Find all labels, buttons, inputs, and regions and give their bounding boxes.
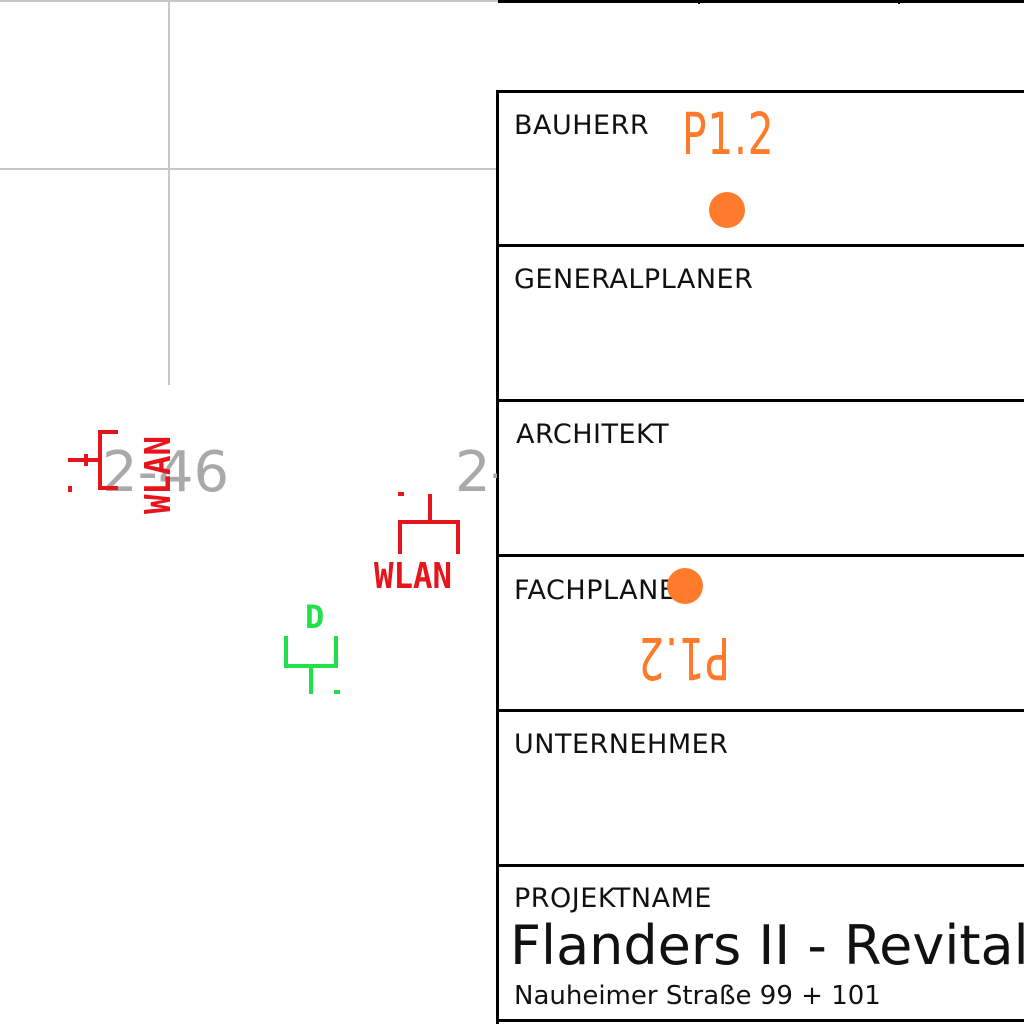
title-block-row-divider — [496, 864, 1024, 867]
project-name: Flanders II - Revitali — [510, 914, 1024, 977]
wlan-label-right: WLAN — [374, 556, 453, 597]
label-architekt: ARCHITEKT — [516, 419, 670, 450]
label-bauherr: BAUHERR — [514, 110, 650, 141]
header-strip-bottom-line — [498, 0, 1024, 3]
marker-label-top: P1.2 — [682, 100, 775, 168]
wlan-access-point-symbol-left[interactable] — [66, 422, 146, 502]
grid-line-horizontal — [0, 168, 498, 170]
title-block-row-divider — [496, 90, 1024, 93]
title-block-left-border — [496, 90, 499, 1024]
wlan-label-left: WLAN — [138, 435, 179, 514]
grid-line-horizontal-top — [0, 0, 498, 2]
data-outlet-label: D — [305, 598, 325, 636]
title-block-row-divider — [496, 709, 1024, 712]
room-number-left: 2-46 — [102, 440, 230, 505]
title-block-row-divider — [496, 399, 1024, 402]
title-block-row-divider — [496, 1019, 1024, 1022]
label-projektname: PROJEKTNAME — [514, 883, 712, 914]
marker-label-bottom-rotated: P1.2 — [637, 624, 730, 692]
title-block-row-divider — [496, 554, 1024, 557]
label-generalplaner: GENERALPLANER — [514, 264, 754, 295]
header-strip-divider — [698, 0, 700, 4]
header-strip-divider — [898, 0, 900, 4]
label-fachplaner: FACHPLANER — [514, 575, 696, 606]
marker-dot-bottom[interactable] — [667, 568, 703, 604]
data-outlet-symbol[interactable] — [278, 628, 348, 698]
grid-line-vertical — [168, 0, 170, 385]
wlan-access-point-symbol-right[interactable] — [390, 488, 470, 558]
marker-dot-top[interactable] — [709, 192, 745, 228]
title-block-row-divider — [496, 244, 1024, 247]
project-address: Nauheimer Straße 99 + 101 — [514, 981, 881, 1011]
label-unternehmer: UNTERNEHMER — [514, 729, 729, 760]
room-number-right: 2- — [455, 440, 497, 505]
